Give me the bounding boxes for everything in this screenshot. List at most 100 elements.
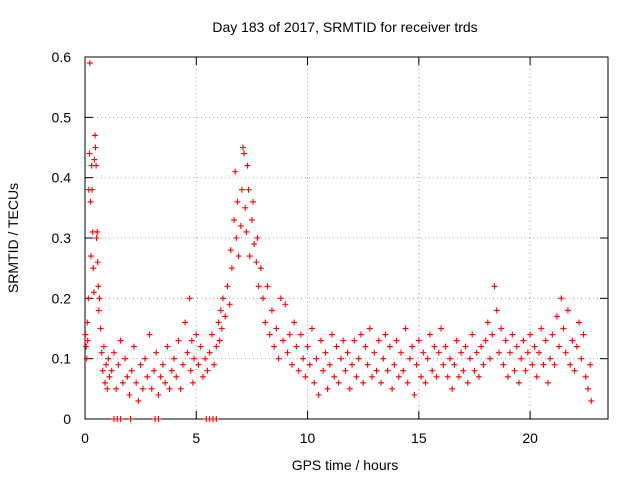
data-point (297, 331, 304, 338)
data-point (237, 222, 244, 229)
data-point (322, 349, 329, 356)
data-point (398, 349, 405, 356)
data-point (157, 373, 164, 380)
data-point (228, 265, 235, 272)
data-point (219, 295, 226, 302)
data-point (184, 349, 191, 356)
data-point (462, 343, 469, 350)
data-point (253, 259, 260, 266)
data-point (110, 349, 117, 356)
data-point (346, 385, 353, 392)
data-point (233, 235, 240, 241)
x-tick-label: 20 (522, 430, 538, 446)
data-point (164, 343, 171, 350)
y-tick-label: 0.1 (52, 351, 72, 367)
data-point (89, 186, 96, 193)
flag-point (117, 416, 124, 422)
data-point (173, 373, 180, 380)
data-point (478, 343, 485, 350)
data-point (311, 379, 318, 386)
data-point (553, 313, 560, 320)
data-point (266, 331, 273, 338)
data-point (286, 331, 293, 338)
data-point (453, 337, 460, 344)
data-point (235, 253, 242, 260)
data-point (144, 373, 151, 380)
data-point (500, 361, 507, 368)
data-point (471, 367, 478, 374)
data-point (90, 265, 97, 272)
data-point (113, 385, 120, 392)
data-point (182, 319, 189, 326)
data-point (420, 349, 427, 356)
data-point (455, 373, 462, 380)
data-point (369, 373, 376, 380)
data-point (142, 355, 149, 362)
data-point (533, 373, 540, 380)
data-point (130, 343, 137, 350)
data-point (206, 349, 213, 356)
data-point (241, 150, 248, 157)
data-point (90, 289, 97, 296)
data-point (197, 343, 204, 350)
flag-point (155, 416, 162, 422)
y-tick-label: 0 (63, 411, 71, 427)
data-point (97, 325, 104, 332)
y-tick-label: 0.2 (52, 290, 72, 306)
data-point (159, 361, 166, 368)
data-point (357, 331, 364, 338)
data-point (571, 367, 578, 374)
data-point (480, 361, 487, 368)
data-point (126, 391, 133, 398)
data-point (531, 343, 538, 350)
data-point (93, 235, 100, 241)
data-point (304, 343, 311, 350)
data-point (527, 331, 534, 338)
data-points (82, 60, 595, 422)
data-point (85, 295, 92, 302)
data-point (573, 343, 580, 350)
data-point (268, 307, 275, 314)
data-point (451, 361, 458, 368)
y-tick-label: 0.4 (52, 170, 72, 186)
data-point (502, 337, 509, 344)
y-tick-label: 0.3 (52, 230, 72, 246)
data-point (280, 337, 287, 344)
data-point (355, 355, 362, 362)
data-point (340, 337, 347, 344)
data-point (335, 379, 342, 386)
data-point (242, 204, 249, 211)
data-point (364, 361, 371, 368)
data-point (337, 355, 344, 362)
data-point (150, 367, 157, 374)
data-point (96, 295, 103, 302)
data-point (244, 162, 251, 169)
data-point (493, 307, 500, 314)
data-point (293, 343, 300, 350)
data-point (92, 132, 99, 139)
data-point (551, 361, 558, 368)
data-point (487, 355, 494, 362)
data-point (529, 361, 536, 368)
data-point (569, 337, 576, 344)
data-point (250, 198, 257, 205)
data-point (100, 343, 107, 350)
data-point (464, 379, 471, 386)
flag-point (213, 416, 220, 422)
data-point (444, 373, 451, 380)
data-point (94, 259, 101, 266)
data-point (117, 337, 124, 344)
data-point (108, 367, 115, 374)
data-point (155, 391, 162, 398)
data-point (520, 337, 527, 344)
data-point (257, 265, 264, 272)
data-point (511, 367, 518, 374)
data-point (391, 361, 398, 368)
data-point (351, 337, 358, 344)
data-point (324, 385, 331, 392)
data-point (187, 367, 194, 374)
data-point (92, 144, 99, 151)
data-point (251, 241, 258, 248)
data-point (246, 253, 253, 260)
data-point (102, 379, 109, 386)
